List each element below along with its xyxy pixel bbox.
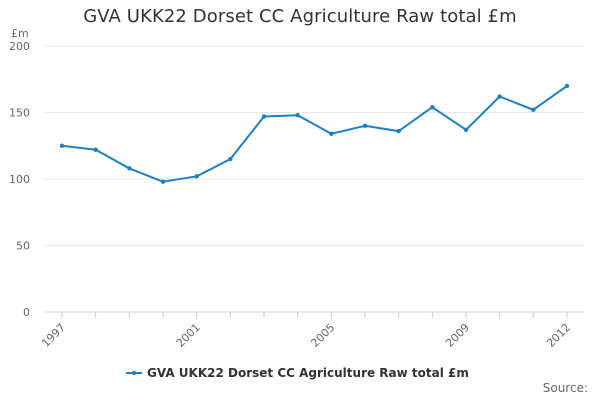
- y-tick-label: 150: [9, 107, 30, 120]
- x-tick-label: 2001: [174, 321, 203, 350]
- data-point: [160, 179, 166, 184]
- data-point: [59, 143, 65, 148]
- y-axis-label: £m: [11, 27, 29, 40]
- data-point: [261, 114, 267, 119]
- x-tick-label: 2009: [443, 321, 472, 350]
- series-line: [61, 85, 568, 183]
- x-tick-label: 2012: [544, 321, 573, 350]
- data-point: [430, 104, 435, 110]
- data-point: [194, 174, 199, 179]
- data-point: [228, 156, 233, 162]
- data-point: [329, 131, 334, 136]
- data-point: [93, 147, 98, 152]
- data-point: [564, 83, 570, 89]
- axes: 0 50 100 150 200£m 1997 2001 2005 2009 2012: [9, 27, 573, 350]
- data-point: [396, 128, 401, 134]
- chart-title: GVA UKK22 Dorset CC Agriculture Raw tota…: [83, 6, 517, 27]
- source-label: Source:: [542, 381, 588, 395]
- data-point: [463, 127, 469, 132]
- y-tick-label: 50: [16, 240, 30, 253]
- y-tick-label: 100: [9, 173, 30, 186]
- x-tick-label: 1997: [39, 321, 68, 350]
- data-point: [295, 112, 300, 118]
- data-point: [127, 166, 132, 171]
- data-point: [497, 94, 502, 99]
- legend[interactable]: GVA UKK22 Dorset CC Agriculture Raw tota…: [126, 366, 469, 380]
- legend-swatch-marker: [131, 370, 137, 376]
- grid-lines: [45, 45, 585, 313]
- data-point: [362, 123, 368, 128]
- legend-label: GVA UKK22 Dorset CC Agriculture Raw tota…: [147, 366, 469, 380]
- data-point: [531, 107, 536, 113]
- y-tick-label: 0: [23, 306, 30, 319]
- y-tick-label: 200: [9, 40, 30, 53]
- x-tick-label: 2005: [308, 321, 337, 350]
- series-layer: [59, 83, 570, 184]
